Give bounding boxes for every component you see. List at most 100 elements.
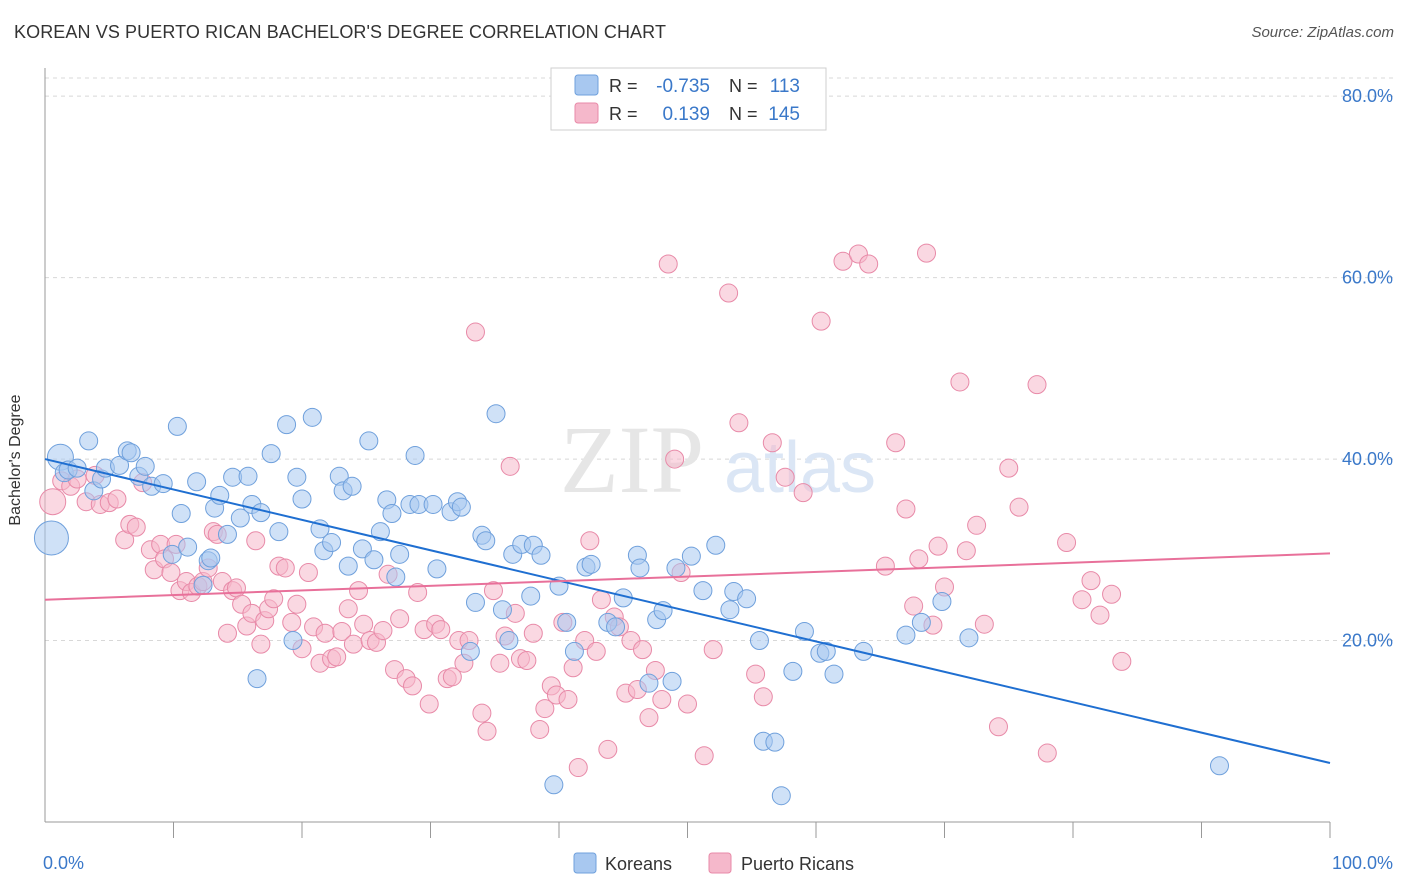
korean-point [342, 476, 362, 496]
korean-point [639, 673, 659, 693]
x-tick-label-end: 100.0% [1332, 853, 1393, 873]
puerto-rican-point [729, 413, 749, 433]
korean-point [287, 467, 307, 487]
korean-point [302, 407, 322, 427]
puerto-rican-point [251, 634, 271, 654]
legend-r-label-puerto-ricans: R = [609, 104, 638, 124]
puerto-rican-point [1027, 375, 1047, 395]
puerto-rican-point [1072, 590, 1092, 610]
korean-point [911, 612, 931, 632]
puerto-rican-point [719, 283, 739, 303]
korean-point [370, 522, 390, 542]
legend-bottom-swatch-koreans [573, 852, 597, 874]
korean-point [765, 732, 785, 752]
puerto-rican-point [558, 690, 578, 710]
puerto-rican-point [665, 449, 685, 469]
korean-point [187, 472, 207, 492]
puerto-rican-point [658, 254, 678, 274]
puerto-rican-point [530, 719, 550, 739]
puerto-rican-point [775, 467, 795, 487]
korean-point [238, 466, 258, 486]
puerto-rican-point [746, 664, 766, 684]
puerto-rican-point [465, 322, 485, 342]
korean-point [492, 600, 512, 620]
korean-point [269, 522, 289, 542]
legend-n-value-puerto-ricans: 145 [768, 104, 800, 125]
korean-point [465, 592, 485, 612]
puerto-rican-point [490, 653, 510, 673]
korean-point [230, 508, 250, 528]
puerto-rican-point [886, 433, 906, 453]
korean-point [167, 416, 187, 436]
korean-point [606, 617, 626, 637]
puerto-rican-point [39, 488, 67, 516]
puerto-rican-point [580, 531, 600, 551]
korean-point [364, 550, 384, 570]
puerto-rican-point [811, 311, 831, 331]
y-tick-label-20: 20.0% [1342, 631, 1393, 651]
puerto-rican-point [703, 640, 723, 660]
puerto-rican-point [275, 558, 295, 578]
puerto-rican-point [483, 581, 503, 601]
legend-n-label-koreans: N = [729, 76, 758, 96]
tick-labels: 20.0% 40.0% 60.0% 80.0% 0.0% 100.0% [43, 86, 1393, 873]
korean-point [386, 567, 406, 587]
korean-point [338, 556, 358, 576]
korean-point [193, 575, 213, 595]
puerto-rican-point [652, 690, 672, 710]
korean-point [896, 625, 916, 645]
puerto-rican-point [442, 667, 462, 687]
korean-point [178, 537, 198, 557]
korean-point [382, 504, 402, 524]
korean-point [666, 558, 686, 578]
puerto-rican-point [332, 621, 352, 641]
puerto-rican-point [477, 721, 497, 741]
korean-point [427, 559, 447, 579]
korean-point [171, 504, 191, 524]
puerto-rican-point [598, 739, 618, 759]
puerto-rican-point [1081, 571, 1101, 591]
source-credit: Source: ZipAtlas.com [1251, 24, 1394, 41]
puerto-rican-point [217, 623, 237, 643]
korean-point [737, 589, 757, 609]
puerto-rican-point [563, 658, 583, 678]
puerto-rican-point [126, 517, 146, 537]
puerto-rican-point [859, 254, 879, 274]
puerto-rican-point [161, 562, 181, 582]
legend-bottom-label-puerto-ricans: Puerto Ricans [741, 854, 854, 874]
puerto-rican-point [1057, 533, 1077, 553]
legend-n-label-puerto-ricans: N = [729, 104, 758, 124]
legend-swatch-puerto-ricans [574, 102, 599, 124]
legend-stats: R = -0.735 N = 113 R = 0.139 N = 145 [550, 67, 827, 131]
puerto-rican-point [909, 549, 929, 569]
puerto-rican-point [107, 489, 127, 509]
puerto-rican-point [974, 614, 994, 634]
legend-r-value-koreans: -0.735 [656, 76, 710, 97]
korean-point [544, 775, 564, 795]
trend-line-koreans [44, 458, 1331, 764]
puerto-rican-point [431, 620, 451, 640]
puerto-rican-point [246, 531, 266, 551]
korean-point [816, 641, 836, 661]
puerto-rican-point [282, 612, 302, 632]
korean-point [217, 524, 237, 544]
korean-point [693, 581, 713, 601]
korean-point [247, 669, 267, 689]
puerto-rican-point [1037, 743, 1057, 763]
y-tick-label-40: 40.0% [1342, 449, 1393, 469]
korean-point [322, 533, 342, 553]
korean-point [557, 612, 577, 632]
puerto-rican-point [315, 623, 335, 643]
korean-point [135, 456, 155, 476]
puerto-rican-point [586, 641, 606, 661]
korean-point [390, 544, 410, 564]
korean-point [662, 671, 682, 691]
puerto-rican-point [500, 456, 520, 476]
puerto-rican-point [678, 694, 697, 714]
puerto-rican-point [1009, 497, 1029, 517]
korean-point [352, 539, 372, 559]
puerto-rican-point [343, 634, 363, 654]
legend-series: Koreans Puerto Ricans [573, 852, 854, 874]
puerto-rican-point [327, 647, 347, 667]
korean-point [681, 546, 701, 566]
